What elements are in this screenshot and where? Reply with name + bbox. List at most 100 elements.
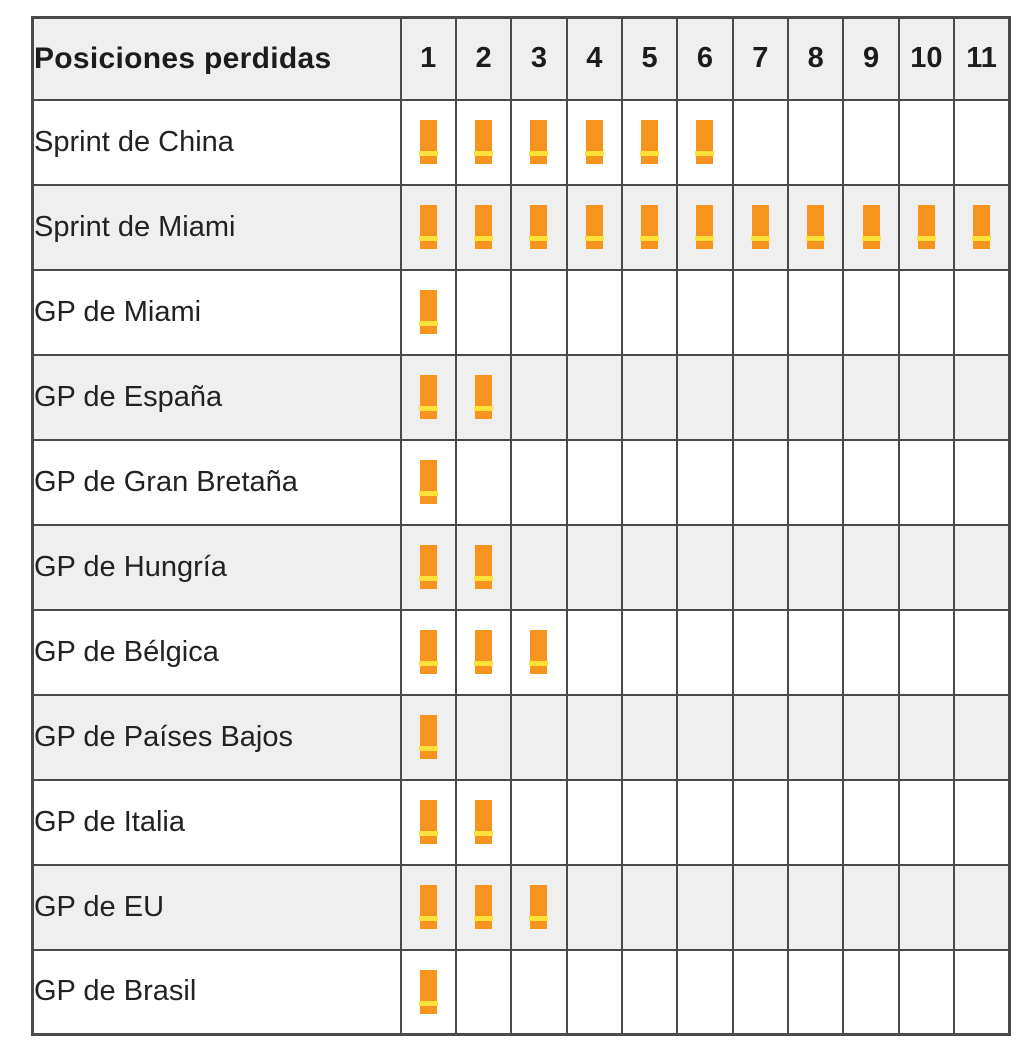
count-cell [897, 523, 956, 611]
race-label: GP de Bélgica [31, 608, 402, 696]
count-cell [620, 948, 679, 1036]
column-header-3: 3 [510, 16, 568, 101]
count-cell [676, 183, 734, 271]
lost-position-icon [418, 460, 438, 504]
count-cell [897, 353, 956, 441]
count-cell [731, 268, 790, 356]
count-cell [565, 438, 623, 526]
count-cell [620, 523, 679, 611]
column-header-7: 7 [731, 16, 790, 101]
lost-position-icon [418, 885, 438, 929]
count-cell [787, 948, 845, 1036]
count-cell [454, 863, 513, 951]
lost-position-icon [418, 715, 438, 759]
count-cell [676, 948, 734, 1036]
lost-position-icon [806, 205, 826, 249]
column-header-2: 2 [454, 16, 513, 101]
count-cell [565, 608, 623, 696]
lost-position-icon [418, 120, 438, 164]
count-cell [565, 268, 623, 356]
count-cell [399, 608, 457, 696]
table-body: Sprint de China Sprint de Miami GP de Miam… [31, 98, 1011, 1036]
count-cell [842, 183, 900, 271]
count-cell [620, 353, 679, 441]
count-cell [620, 863, 679, 951]
count-cell [565, 778, 623, 866]
count-cell [399, 183, 457, 271]
race-label: GP de España [31, 353, 402, 441]
count-cell [510, 183, 568, 271]
race-label: GP de Gran Bretaña [31, 438, 402, 526]
count-cell [731, 98, 790, 186]
lost-position-icon [529, 205, 549, 249]
lost-position-icon [584, 120, 604, 164]
count-cell [510, 948, 568, 1036]
count-cell [953, 98, 1011, 186]
count-cell [510, 523, 568, 611]
column-header-10: 10 [897, 16, 956, 101]
count-cell [842, 778, 900, 866]
count-cell [454, 523, 513, 611]
count-cell [953, 778, 1011, 866]
count-cell [842, 438, 900, 526]
count-cell [731, 438, 790, 526]
count-cell [399, 268, 457, 356]
count-cell [620, 438, 679, 526]
count-cell [510, 863, 568, 951]
count-cell [842, 98, 900, 186]
count-cell [842, 608, 900, 696]
count-cell [787, 438, 845, 526]
count-cell [676, 268, 734, 356]
table-row: Sprint de China [31, 98, 1011, 186]
column-header-6: 6 [676, 16, 734, 101]
count-cell [510, 268, 568, 356]
count-cell [953, 948, 1011, 1036]
column-header-9: 9 [842, 16, 900, 101]
count-cell [953, 353, 1011, 441]
count-cell [842, 863, 900, 951]
count-cell [897, 438, 956, 526]
lost-position-icon [861, 205, 881, 249]
positions-lost-table: Posiciones perdidas 1 2 3 4 5 6 7 8 9 10 11 Sprint… [31, 16, 1011, 1036]
race-label: Sprint de Miami [31, 183, 402, 271]
clipped-caption [0, 1044, 1036, 1051]
race-label: GP de Brasil [31, 948, 402, 1036]
column-header-8: 8 [787, 16, 845, 101]
count-cell [676, 98, 734, 186]
count-cell [399, 948, 457, 1036]
count-cell [454, 268, 513, 356]
lost-position-icon [418, 630, 438, 674]
race-label: GP de Miami [31, 268, 402, 356]
count-cell [953, 863, 1011, 951]
count-cell [787, 268, 845, 356]
count-cell [510, 778, 568, 866]
count-cell [787, 693, 845, 781]
count-cell [565, 98, 623, 186]
count-cell [399, 98, 457, 186]
table-row: GP de Gran Bretaña [31, 438, 1011, 526]
count-cell [953, 693, 1011, 781]
count-cell [399, 438, 457, 526]
count-cell [787, 523, 845, 611]
count-cell [510, 693, 568, 781]
count-cell [454, 693, 513, 781]
count-cell [953, 608, 1011, 696]
count-cell [399, 353, 457, 441]
count-cell [454, 98, 513, 186]
table-row: GP de EU [31, 863, 1011, 951]
table-row: GP de Bélgica [31, 608, 1011, 696]
lost-position-icon [474, 375, 494, 419]
lost-position-icon [474, 630, 494, 674]
count-cell [620, 183, 679, 271]
lost-position-icon [474, 545, 494, 589]
count-cell [454, 608, 513, 696]
table-title: Posiciones perdidas [31, 16, 402, 101]
lost-position-icon [418, 545, 438, 589]
table-row: GP de España [31, 353, 1011, 441]
count-cell [787, 863, 845, 951]
table-row: GP de Italia [31, 778, 1011, 866]
lost-position-icon [529, 120, 549, 164]
count-cell [731, 948, 790, 1036]
count-cell [953, 268, 1011, 356]
table-row: GP de Miami [31, 268, 1011, 356]
